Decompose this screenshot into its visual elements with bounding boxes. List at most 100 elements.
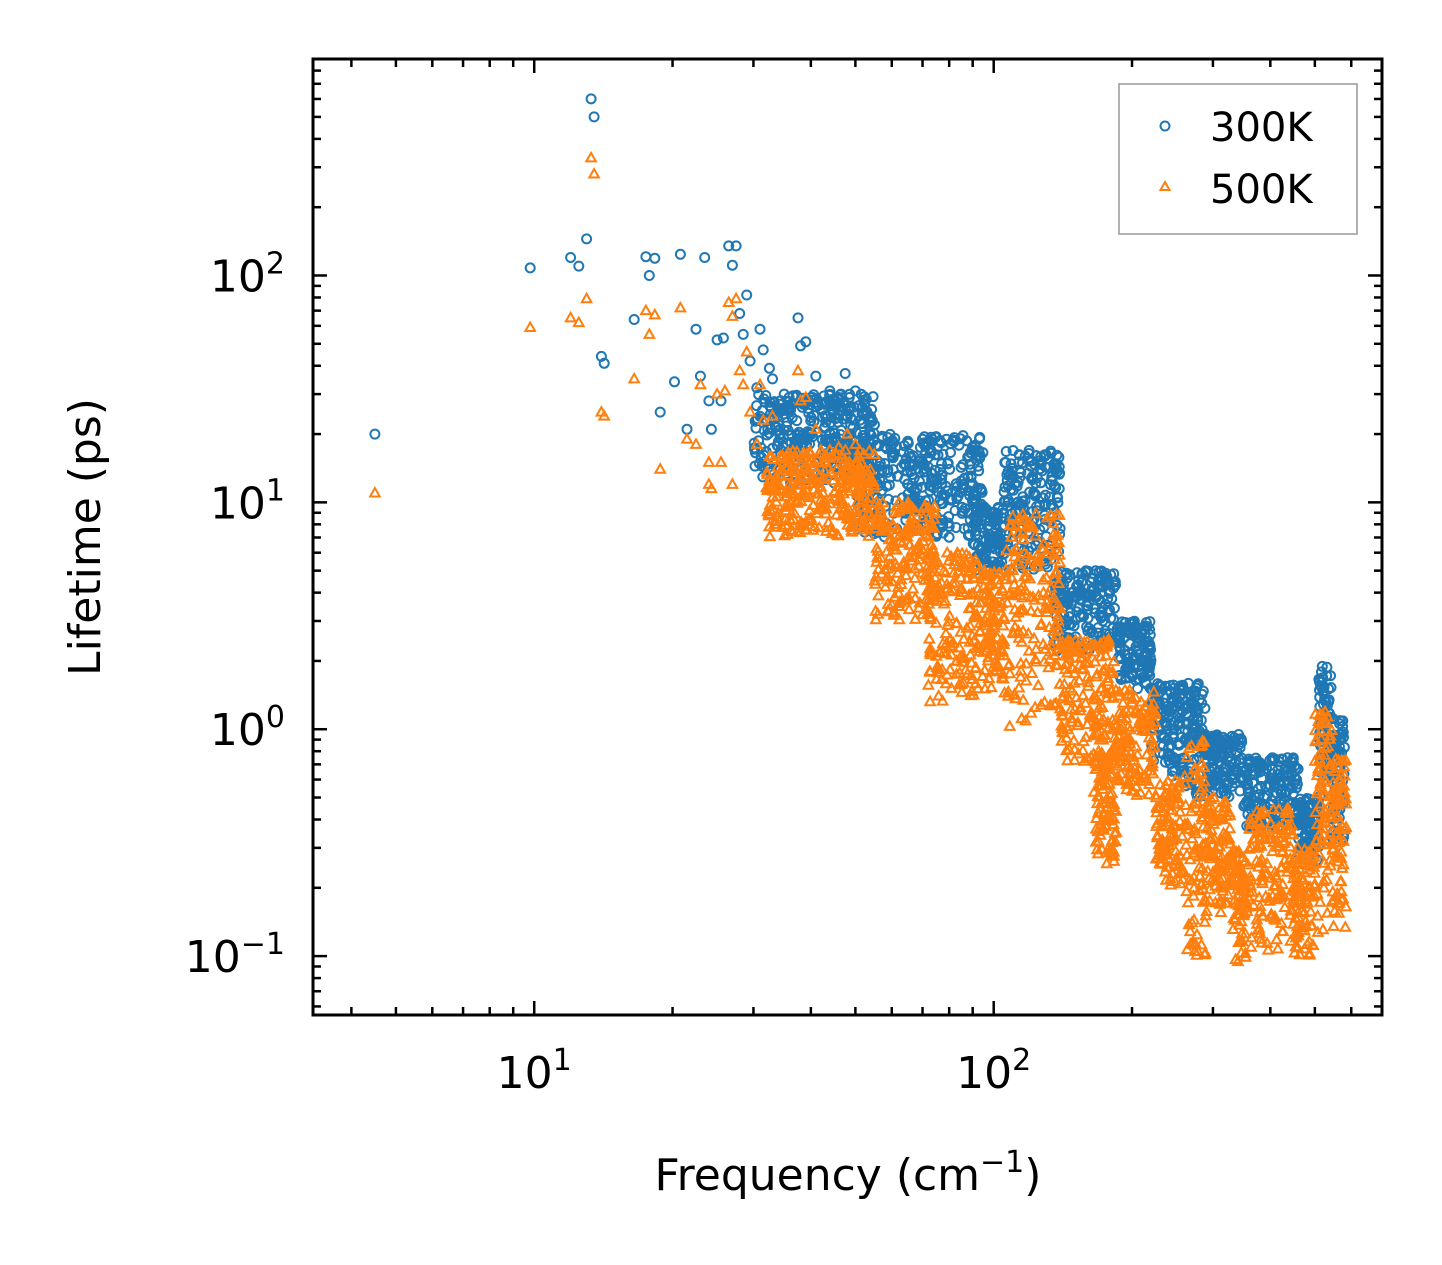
dense-point-500k [930, 660, 944, 672]
dense-point-500k [851, 508, 865, 520]
dense-point-500k [971, 681, 985, 694]
dense-point-300k [883, 479, 895, 491]
dense-point-500k [1146, 718, 1160, 731]
dense-point-500k [1288, 851, 1302, 863]
dense-point-500k [853, 466, 867, 479]
dense-point-500k [1215, 856, 1229, 869]
dense-point-300k [1287, 752, 1299, 764]
dense-point-500k [1026, 519, 1040, 532]
dense-point-500k [988, 567, 1002, 579]
dense-point-500k [1303, 844, 1317, 857]
data-point-300k [717, 332, 729, 344]
dense-point-300k [925, 480, 937, 492]
dense-point-300k [1281, 775, 1293, 787]
dense-point-500k [1047, 571, 1061, 584]
dense-point-500k [1231, 882, 1245, 894]
legend-label-300k: 300K [1210, 105, 1314, 151]
dense-point-500k [893, 534, 907, 547]
dense-point-300k [1046, 475, 1058, 487]
dense-point-500k [1283, 908, 1297, 920]
dense-point-300k [803, 407, 815, 419]
dense-point-300k [1065, 598, 1077, 610]
dense-point-500k [1190, 948, 1204, 960]
dense-point-500k [1157, 840, 1171, 853]
dense-point-300k [1124, 672, 1136, 684]
dense-point-500k [1311, 925, 1325, 937]
dense-point-500k [1087, 692, 1101, 705]
data-point-500k [729, 291, 743, 304]
data-point-300k [757, 344, 769, 356]
dense-point-500k [1036, 543, 1050, 555]
dense-point-500k [1053, 601, 1067, 614]
dense-point-300k [1207, 730, 1219, 742]
dense-point-500k [1060, 646, 1074, 659]
dense-point-500k [1021, 626, 1035, 639]
data-point-300k [810, 370, 822, 382]
dense-point-500k [941, 618, 955, 630]
dense-point-500k [823, 496, 837, 509]
dense-point-500k [1280, 823, 1294, 836]
dense-point-300k [1093, 574, 1104, 586]
dense-point-300k [981, 504, 993, 515]
data-point-300k [703, 395, 715, 407]
dense-point-500k [777, 528, 792, 541]
dense-point-500k [939, 646, 953, 659]
dense-point-500k [804, 511, 818, 523]
dense-point-300k [1154, 680, 1166, 691]
dense-point-500k [878, 562, 892, 574]
dense-point-500k [1313, 796, 1327, 809]
dense-point-300k [933, 486, 945, 498]
dense-point-500k [1329, 752, 1343, 764]
dense-point-500k [794, 519, 808, 531]
dense-point-500k [1089, 727, 1103, 740]
dense-point-300k [821, 433, 832, 445]
dense-point-500k [883, 549, 897, 562]
dense-point-500k [1003, 518, 1017, 531]
dense-point-500k [1302, 946, 1316, 959]
dense-point-500k [1081, 751, 1095, 764]
dense-point-500k [812, 520, 826, 533]
data-point-300k [674, 248, 686, 260]
dense-point-500k [1210, 860, 1224, 872]
dense-point-500k [929, 616, 943, 628]
dense-point-300k [1034, 463, 1046, 475]
dense-point-500k [977, 567, 991, 580]
data-point-500k [673, 300, 687, 313]
dense-point-500k [1102, 776, 1116, 788]
dense-point-300k [1114, 623, 1126, 635]
dense-point-300k [749, 460, 761, 472]
dense-point-500k [766, 452, 780, 464]
data-point-300k [800, 336, 812, 348]
dense-point-500k [916, 510, 930, 523]
dense-point-300k [1126, 616, 1138, 628]
data-point-500k [832, 440, 846, 452]
dense-point-300k [956, 482, 968, 494]
dense-point-500k [1101, 671, 1115, 683]
dense-point-300k [958, 523, 970, 535]
dense-point-500k [1241, 857, 1255, 870]
dense-point-500k [843, 474, 857, 487]
dense-point-500k [1001, 684, 1015, 697]
dense-point-300k [1090, 591, 1102, 603]
dense-point-500k [1160, 786, 1174, 799]
dense-point-500k [1321, 833, 1335, 846]
dense-point-500k [981, 650, 995, 663]
dense-point-500k [1336, 891, 1350, 904]
dense-point-500k [959, 547, 973, 559]
dense-point-500k [1310, 786, 1324, 799]
data-point-300k [734, 308, 746, 319]
dense-point-500k [1183, 852, 1197, 865]
dense-point-500k [911, 543, 925, 556]
dense-point-500k [1061, 633, 1075, 646]
dense-point-500k [1231, 898, 1246, 911]
dense-point-500k [862, 529, 876, 541]
data-point-500k [627, 371, 641, 384]
dense-point-500k [1107, 654, 1121, 667]
dense-point-500k [1169, 784, 1183, 796]
dense-point-300k [905, 466, 917, 477]
data-point-300k [778, 388, 790, 400]
dense-point-500k [1048, 552, 1062, 565]
dense-point-300k [1287, 788, 1299, 800]
dense-point-500k [1171, 791, 1185, 804]
dense-point-500k [1107, 854, 1121, 866]
